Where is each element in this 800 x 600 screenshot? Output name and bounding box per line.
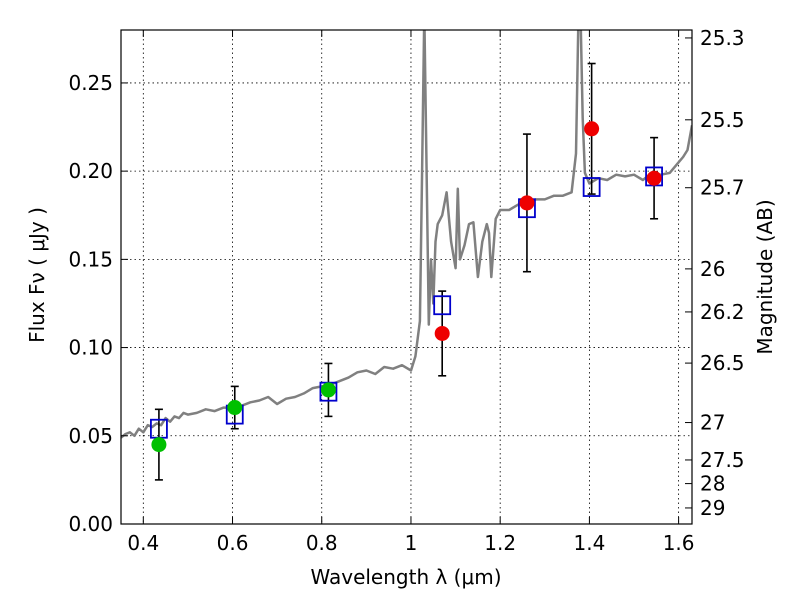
plot-frame — [120, 29, 693, 525]
y-tick-label: 0.00 — [68, 512, 113, 536]
right-tick-label: 25.3 — [700, 26, 745, 50]
y-tick-label: 0.15 — [68, 247, 113, 271]
observed-flux-marker — [646, 170, 662, 186]
observed-flux-marker — [434, 325, 450, 341]
x-tick-label: 0.6 — [217, 531, 249, 555]
y-tick-label: 0.20 — [68, 159, 113, 183]
right-tick-label: 27.5 — [700, 448, 745, 472]
grid — [121, 30, 692, 524]
x-tick-label: 0.8 — [306, 531, 338, 555]
right-tick-label: 25.5 — [700, 108, 745, 132]
right-tick-label: 26 — [700, 257, 725, 281]
plot-area — [121, 30, 692, 439]
observed-flux-marker — [227, 400, 243, 416]
x-tick-label: 1.4 — [573, 531, 605, 555]
y-axis-title: Flux Fν ( μJy ) — [25, 207, 49, 343]
right-tick-label: 25.7 — [700, 176, 745, 200]
x-tick-label: 0.4 — [127, 531, 159, 555]
y-tick-label: 0.05 — [68, 424, 113, 448]
right-tick-label: 26.2 — [700, 300, 745, 324]
axes: 0.4 0.6 0.8 1 1.2 1.4 1.6 0.00 0.05 0.10 0.15 0.20 0… — [68, 26, 744, 555]
x-tick-label: 1.2 — [484, 531, 516, 555]
observed-flux-marker — [584, 121, 600, 137]
observed-flux-marker — [320, 382, 336, 398]
model-photometry-marker — [433, 295, 452, 316]
observed-flux-marker — [519, 195, 535, 211]
model-photometry-marker — [582, 177, 601, 197]
right-tick-label: 27 — [700, 411, 725, 435]
right-tick-label: 29 — [700, 496, 725, 520]
marker-layer — [150, 62, 663, 481]
x-axis-title: Wavelength λ (μm) — [310, 565, 501, 589]
model-spectrum-line — [121, 30, 692, 439]
right-tick-label: 28 — [700, 472, 725, 496]
y-tick-label: 0.10 — [68, 336, 113, 360]
observed-flux-marker — [151, 437, 167, 453]
y-axis-right-title: Magnitude (AB) — [753, 199, 777, 354]
x-tick-label: 1.6 — [663, 531, 695, 555]
x-tick-label: 1 — [405, 531, 418, 555]
plot-background — [121, 30, 692, 524]
right-tick-label: 26.5 — [700, 351, 745, 375]
y-tick-label: 0.25 — [68, 71, 113, 95]
